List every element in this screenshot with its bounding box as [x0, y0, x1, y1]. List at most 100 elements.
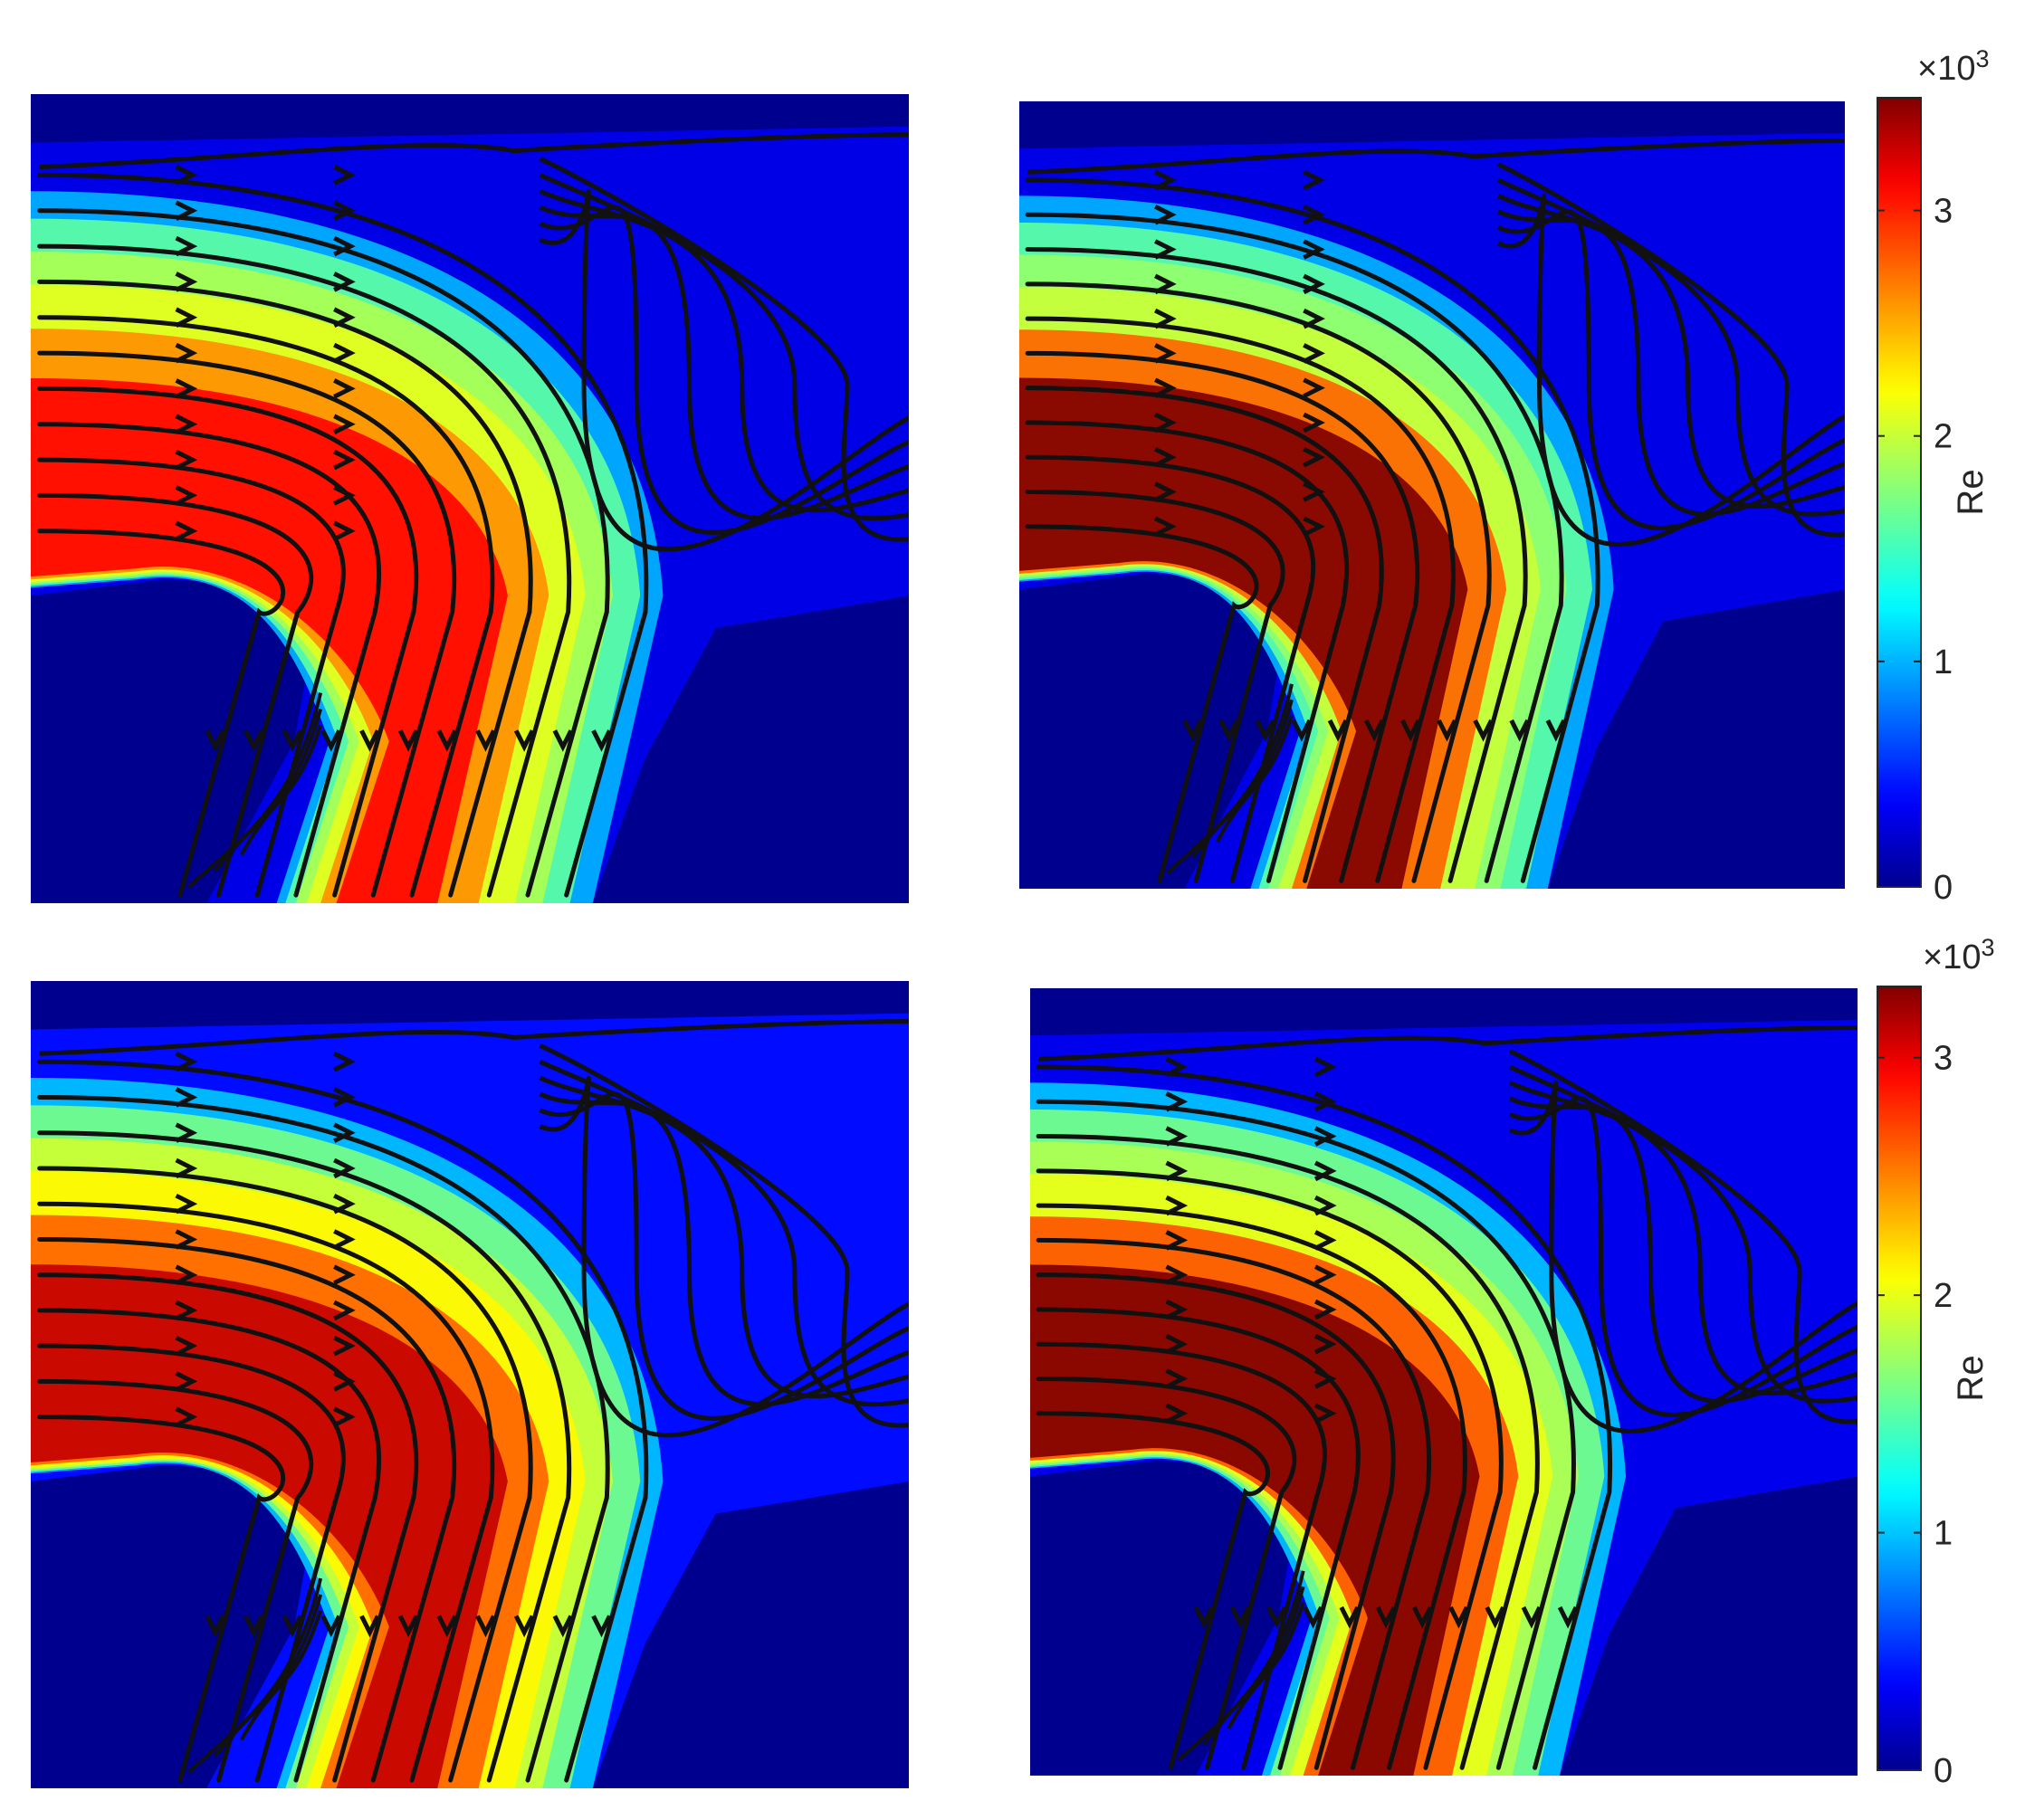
- streamline-arrow: [1303, 516, 1325, 538]
- streamline-arrow: [359, 729, 380, 752]
- streamline-arrow: [320, 729, 341, 752]
- streamline-arrow: [175, 378, 198, 399]
- streamline-arrow: [244, 729, 264, 752]
- streamline-arrow: [1473, 719, 1494, 742]
- streamline-arrow: [1165, 1126, 1189, 1147]
- streamline-arrow: [1313, 1195, 1337, 1216]
- streamline-arrow: [333, 272, 356, 292]
- streamline: [39, 1019, 909, 1056]
- streamline-arrow: [333, 1193, 356, 1215]
- streamline-arrow: [1229, 1605, 1251, 1629]
- streamline-arrow: [475, 729, 496, 752]
- recirculation-streamline: [1496, 209, 1845, 530]
- colorbar-bottom-exponent-power: 3: [1981, 934, 1994, 961]
- velocity-band: [31, 1264, 508, 1788]
- streamline-arrow: [244, 1615, 264, 1638]
- streamline-arrow: [1437, 719, 1457, 742]
- streamline-arrow: [320, 1615, 341, 1638]
- streamline-arrow: [1154, 239, 1177, 260]
- streamline-arrow: [1303, 447, 1325, 468]
- streamline-arrow: [333, 1051, 356, 1072]
- streamline-arrow: [1154, 169, 1177, 191]
- streamline-arrow: [175, 1371, 198, 1392]
- streamline-arrow: [1400, 719, 1421, 742]
- streamline: [1025, 386, 1384, 883]
- streamline-arrow: [1313, 1403, 1337, 1424]
- streamline-arrow: [552, 729, 574, 752]
- streamline: [1025, 490, 1285, 883]
- recirculation-streamline: [539, 157, 909, 542]
- streamline-arrow: [1303, 169, 1325, 191]
- streamline-arrow: [333, 165, 356, 186]
- streamline-arrow: [1165, 1230, 1189, 1251]
- streamline-arrow: [205, 729, 225, 752]
- streamline: [1025, 177, 1600, 883]
- streamline-arrow: [1165, 1091, 1189, 1112]
- streamline-arrow: [1154, 308, 1177, 329]
- velocity-band: [31, 377, 508, 903]
- streamline-arrow: [1313, 1299, 1337, 1320]
- streamline-arrow: [1165, 1160, 1189, 1182]
- streamline-arrow: [1313, 1334, 1337, 1355]
- colorbar-bottom-ticks: 0 1 2 3: [1877, 1040, 1953, 1790]
- streamline-arrow: [333, 378, 356, 399]
- colorbar-tick-label: 2: [1934, 418, 1953, 456]
- streamline-arrow: [591, 729, 612, 752]
- recirculation-streamline: [1496, 209, 1845, 517]
- streamline-arrow: [1303, 412, 1325, 433]
- streamline-arrow: [1154, 377, 1177, 398]
- streamline-arrow: [552, 1615, 574, 1638]
- streamline-arrow: [333, 1264, 356, 1285]
- streamline-arrow: [1313, 1264, 1337, 1285]
- streamline: [37, 172, 649, 898]
- streamline: [37, 350, 457, 898]
- streamline-arrow: [175, 1122, 198, 1143]
- streamline-arrow: [1182, 719, 1203, 742]
- colorbar-top-label: Re: [1951, 469, 1991, 515]
- streamline-arrow: [333, 1300, 356, 1321]
- streamline: [1025, 524, 1259, 883]
- streamline: [1036, 1411, 1271, 1770]
- streamline-arrow: [475, 1615, 496, 1638]
- streamline: [37, 1059, 649, 1783]
- streamline-arrow: [1303, 273, 1325, 295]
- streamline: [1025, 454, 1316, 883]
- streamline-arrow: [1154, 343, 1177, 364]
- streamline: [37, 315, 495, 898]
- recirculation-streamline: [1509, 1096, 1858, 1417]
- streamline-arrow: [1255, 719, 1276, 742]
- streamline-arrow: [513, 1615, 535, 1638]
- streamline: [1025, 316, 1456, 883]
- streamline-arrow: [333, 235, 356, 257]
- streamline-arrow: [333, 1371, 356, 1392]
- velocity-band: [1019, 377, 1468, 889]
- streamline-arrow: [1521, 1605, 1543, 1629]
- corner-streamline: [1216, 714, 1294, 843]
- streamline-arrow: [175, 449, 198, 471]
- streamline-arrow: [1448, 1605, 1469, 1629]
- streamline: [37, 1201, 495, 1783]
- streamline: [1036, 1272, 1396, 1770]
- streamline-arrow: [1557, 1605, 1579, 1629]
- colorbar-top-exponent-base: ×10: [1917, 50, 1975, 88]
- streamline-arrow: [1303, 377, 1325, 398]
- colorbar-top-exponent: ×103: [1917, 45, 1990, 88]
- streamline: [1036, 1377, 1297, 1770]
- streamline-arrow: [175, 485, 198, 506]
- streamline-arrow: [175, 1264, 198, 1285]
- streamline-arrow: [333, 1122, 356, 1143]
- streamline-arrow: [1412, 1605, 1433, 1629]
- streamline-arrow: [591, 1615, 612, 1638]
- streamline-arrow: [1313, 1126, 1337, 1147]
- streamline-arrow: [1291, 719, 1313, 742]
- heatmap-panel-2: [1019, 101, 1845, 889]
- streamline-arrow: [436, 1615, 458, 1638]
- streamline-arrow: [282, 729, 303, 752]
- streamline-arrow: [1375, 1605, 1397, 1629]
- streamline-arrow: [1545, 719, 1567, 742]
- streamline-arrow: [1266, 1605, 1287, 1629]
- streamline-arrow: [1154, 481, 1177, 502]
